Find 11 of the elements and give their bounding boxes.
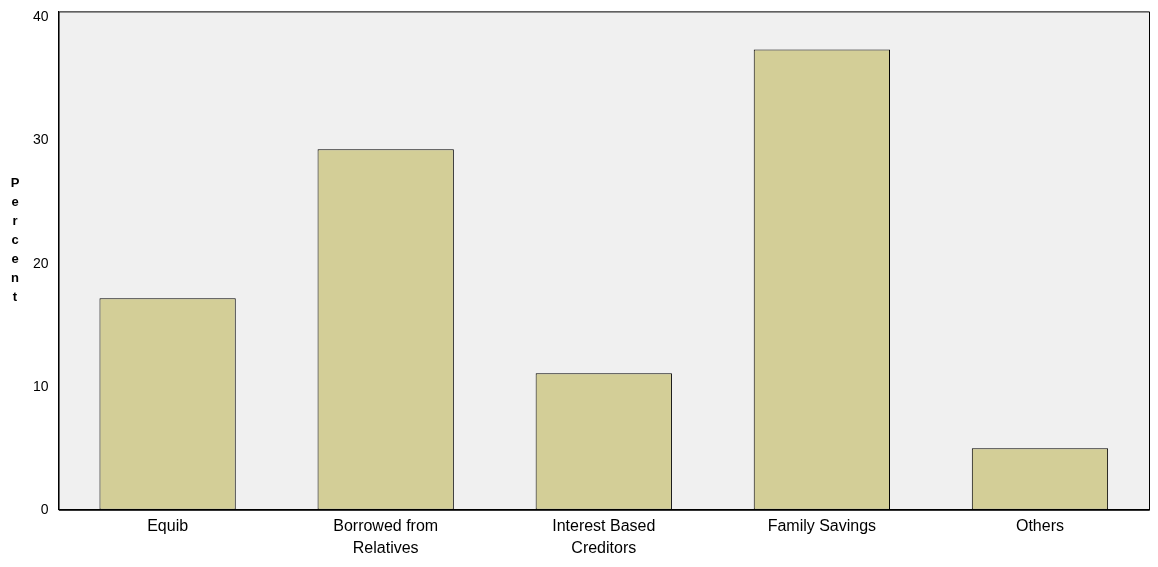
x-tick-label: Family Savings [767, 517, 877, 535]
y-axis-title: Percent [10, 175, 20, 305]
x-tick-label: Interest Based Creditors [552, 517, 656, 556]
x-tick-label: Borrowed from Relatives [333, 517, 439, 556]
y-tick-label: 40 [32, 8, 49, 25]
y-tick-label: 10 [32, 377, 49, 394]
y-tick-label: 0 [40, 500, 49, 517]
y-tick-label: 30 [32, 131, 49, 148]
x-tick-label: Others [1015, 517, 1064, 535]
y-tick-label: 20 [32, 254, 49, 271]
x-tick-label: Equib [147, 517, 189, 535]
